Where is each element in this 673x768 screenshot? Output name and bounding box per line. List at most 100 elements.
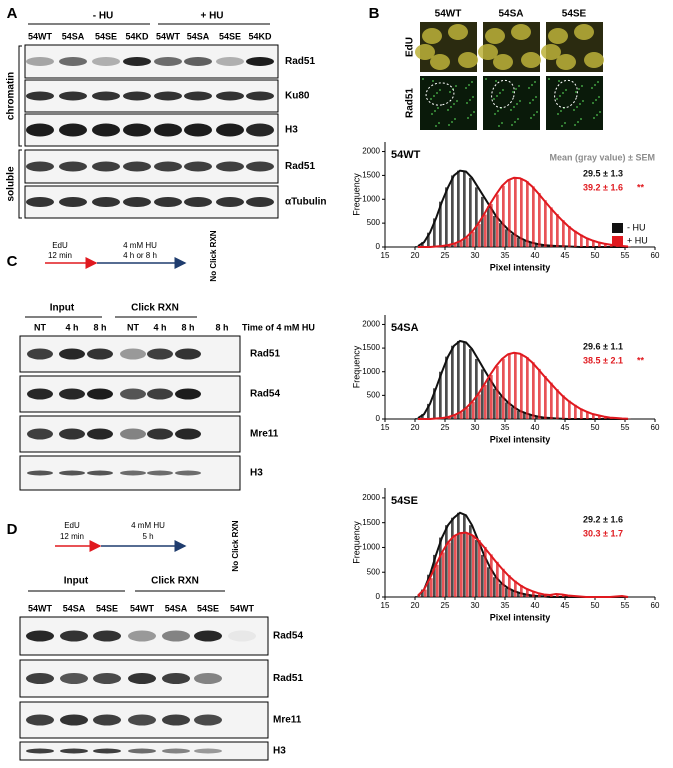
- lane-label: 54WT: [28, 31, 53, 41]
- y-tick-label: 1500: [362, 518, 380, 527]
- nucleus: [458, 52, 478, 68]
- focus: [518, 85, 520, 87]
- band: [26, 124, 54, 137]
- lane-label: 54WT: [130, 603, 155, 613]
- y-tick-label: 500: [367, 567, 381, 576]
- band: [87, 429, 113, 440]
- band: [26, 197, 54, 207]
- focus: [498, 125, 500, 127]
- column-label: 54WT: [435, 9, 462, 20]
- band: [26, 57, 54, 66]
- focus: [472, 96, 474, 98]
- x-tick-label: 55: [621, 251, 630, 260]
- compartment-label: chromatin: [6, 72, 17, 120]
- band: [120, 429, 146, 440]
- bar: [490, 204, 493, 247]
- bar: [463, 172, 466, 247]
- column-label: 54SA: [498, 9, 523, 20]
- bar: [538, 369, 541, 419]
- focus: [581, 85, 583, 87]
- focus: [593, 117, 595, 119]
- legend-label: - HU: [627, 222, 646, 232]
- lane-label: 54SA: [63, 603, 86, 613]
- bar: [490, 554, 493, 597]
- lane-label: 54WT: [156, 31, 181, 41]
- bar: [544, 200, 547, 247]
- focus: [437, 107, 439, 109]
- bar: [499, 223, 502, 247]
- focus: [533, 114, 535, 116]
- band: [27, 429, 53, 440]
- band: [59, 162, 87, 172]
- chart-title: 54WT: [391, 149, 421, 161]
- band: [92, 57, 120, 66]
- x-axis-label: Pixel intensity: [490, 262, 551, 272]
- bar: [475, 187, 478, 247]
- bar: [415, 246, 418, 247]
- bar: [520, 354, 523, 419]
- bar: [481, 555, 484, 597]
- focus: [430, 98, 432, 100]
- bar: [484, 547, 487, 597]
- bar: [532, 362, 535, 419]
- bar: [556, 389, 559, 419]
- bar: [523, 241, 526, 247]
- focus: [575, 91, 577, 93]
- band: [162, 673, 190, 684]
- x-tick-label: 55: [621, 423, 630, 432]
- focus: [499, 92, 501, 94]
- focus: [557, 113, 559, 115]
- protein-label: Ku80: [285, 91, 310, 102]
- protein-label: Rad51: [285, 161, 315, 172]
- x-tick-label: 35: [501, 601, 510, 610]
- x-tick-label: 25: [441, 423, 450, 432]
- schematic-label: 12 min: [60, 532, 84, 541]
- panel-label: D: [7, 521, 18, 538]
- x-tick-label: 25: [441, 251, 450, 260]
- focus: [558, 80, 560, 82]
- band: [60, 631, 88, 642]
- focus: [493, 98, 495, 100]
- group-label: Click RXN: [151, 576, 199, 587]
- nucleus: [584, 52, 604, 68]
- bar: [517, 411, 520, 419]
- lane-label: 54SE: [95, 31, 117, 41]
- band: [194, 749, 222, 754]
- y-tick-label: 1000: [362, 194, 380, 203]
- panel-label: B: [369, 5, 380, 22]
- band: [162, 631, 190, 642]
- bar: [448, 543, 451, 598]
- x-tick-label: 60: [651, 423, 660, 432]
- focus: [422, 78, 424, 80]
- y-tick-label: 2000: [362, 320, 380, 329]
- x-tick-label: 15: [381, 601, 390, 610]
- band: [26, 162, 54, 172]
- bar: [502, 186, 505, 247]
- band: [59, 92, 87, 101]
- band: [128, 715, 156, 726]
- annotation: 29.6 ± 1.1: [583, 341, 623, 351]
- bar: [463, 515, 466, 597]
- band: [87, 389, 113, 400]
- bar: [424, 590, 427, 597]
- focus: [432, 80, 434, 82]
- bar: [532, 186, 535, 247]
- bar: [514, 178, 517, 247]
- bar: [568, 226, 571, 247]
- focus: [597, 81, 599, 83]
- band: [184, 162, 212, 172]
- condition-label: - HU: [93, 11, 114, 22]
- band: [246, 92, 274, 101]
- x-tick-label: 40: [531, 601, 540, 610]
- band: [216, 124, 244, 137]
- x-tick-label: 25: [441, 601, 450, 610]
- lane-label: 8 h: [93, 322, 106, 332]
- focus: [450, 106, 452, 108]
- y-tick-label: 2000: [362, 493, 380, 502]
- bar: [496, 562, 499, 597]
- band: [162, 749, 190, 754]
- significance: **: [637, 182, 645, 192]
- lane-axis-label: Time of 4 mM HU: [242, 322, 315, 332]
- focus: [592, 102, 594, 104]
